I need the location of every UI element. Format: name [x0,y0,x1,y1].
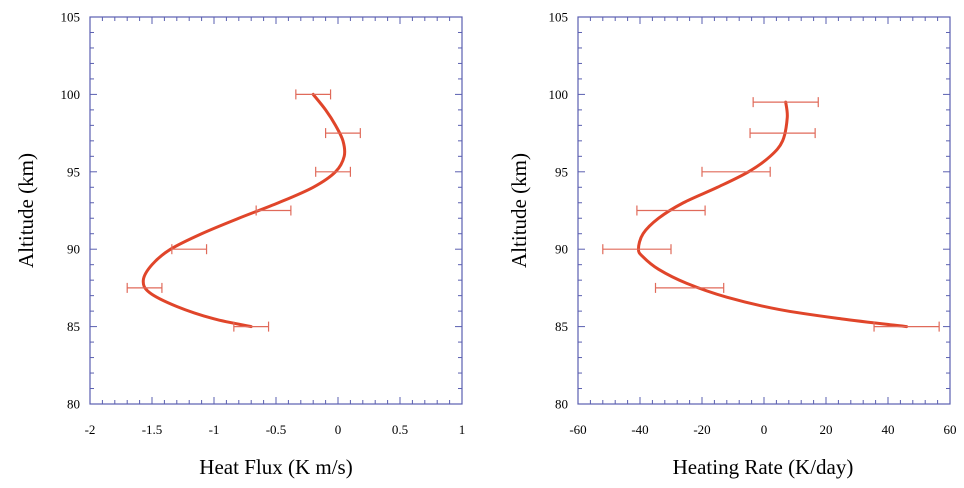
y-tick-label: 105 [61,10,81,25]
x-axis-title: Heating Rate (K/day) [673,455,854,479]
error-bar [873,321,940,332]
y-tick-label: 100 [549,87,569,102]
x-tick-label: 1 [459,422,466,437]
error-bar [654,282,725,293]
series-line [141,92,347,329]
error-bar [636,205,706,216]
y-tick-label: 85 [67,319,80,334]
x-tick-label: -1.5 [142,422,163,437]
x-tick-label: 60 [944,422,957,437]
y-tick-label: 95 [555,164,568,179]
x-tick-label: 40 [882,422,895,437]
plot-frame [577,16,951,405]
y-tick-label: 80 [555,397,568,412]
y-tick-label: 90 [67,242,80,257]
y-tick-label: 105 [549,10,569,25]
x-tick-label: 20 [820,422,833,437]
y-axis-title: Altitude (km) [14,153,38,268]
x-axis-title: Heat Flux (K m/s) [199,455,352,479]
x-tick-label: -60 [569,422,586,437]
y-tick-label: 90 [555,242,568,257]
y-tick-label: 80 [67,397,80,412]
x-tick-label: 0.5 [392,422,408,437]
panel-heating-rate: -60 -40 -20 0 20 40 60 80 85 90 95 100 105 Heating Ra… [507,10,957,480]
error-bar [749,128,816,139]
x-tick-label: -20 [693,422,710,437]
error-bar [295,89,332,100]
x-tick-label: -40 [631,422,648,437]
x-tick-label: -1 [209,422,220,437]
y-tick-label: 95 [67,164,80,179]
error-bar [701,166,771,177]
x-tick-label: -0.5 [266,422,287,437]
y-axis-title: Altitude (km) [507,153,531,268]
error-bar [126,282,163,293]
error-bar [602,244,672,255]
x-tick-label: 0 [335,422,342,437]
error-bar [315,166,351,177]
error-bar [233,321,270,332]
x-tick-label: 0 [761,422,768,437]
x-tick-label: -2 [85,422,96,437]
y-tick-label: 100 [61,87,81,102]
error-bar [752,97,819,108]
panel-heat-flux: -2 -1.5 -1 -0.5 0 0.5 1 80 85 90 95 100 105 Heat Flux… [14,10,465,480]
error-bar [325,128,361,139]
error-bar [255,205,292,216]
series-line [636,100,909,329]
error-bar [171,244,208,255]
y-tick-label: 85 [555,319,568,334]
